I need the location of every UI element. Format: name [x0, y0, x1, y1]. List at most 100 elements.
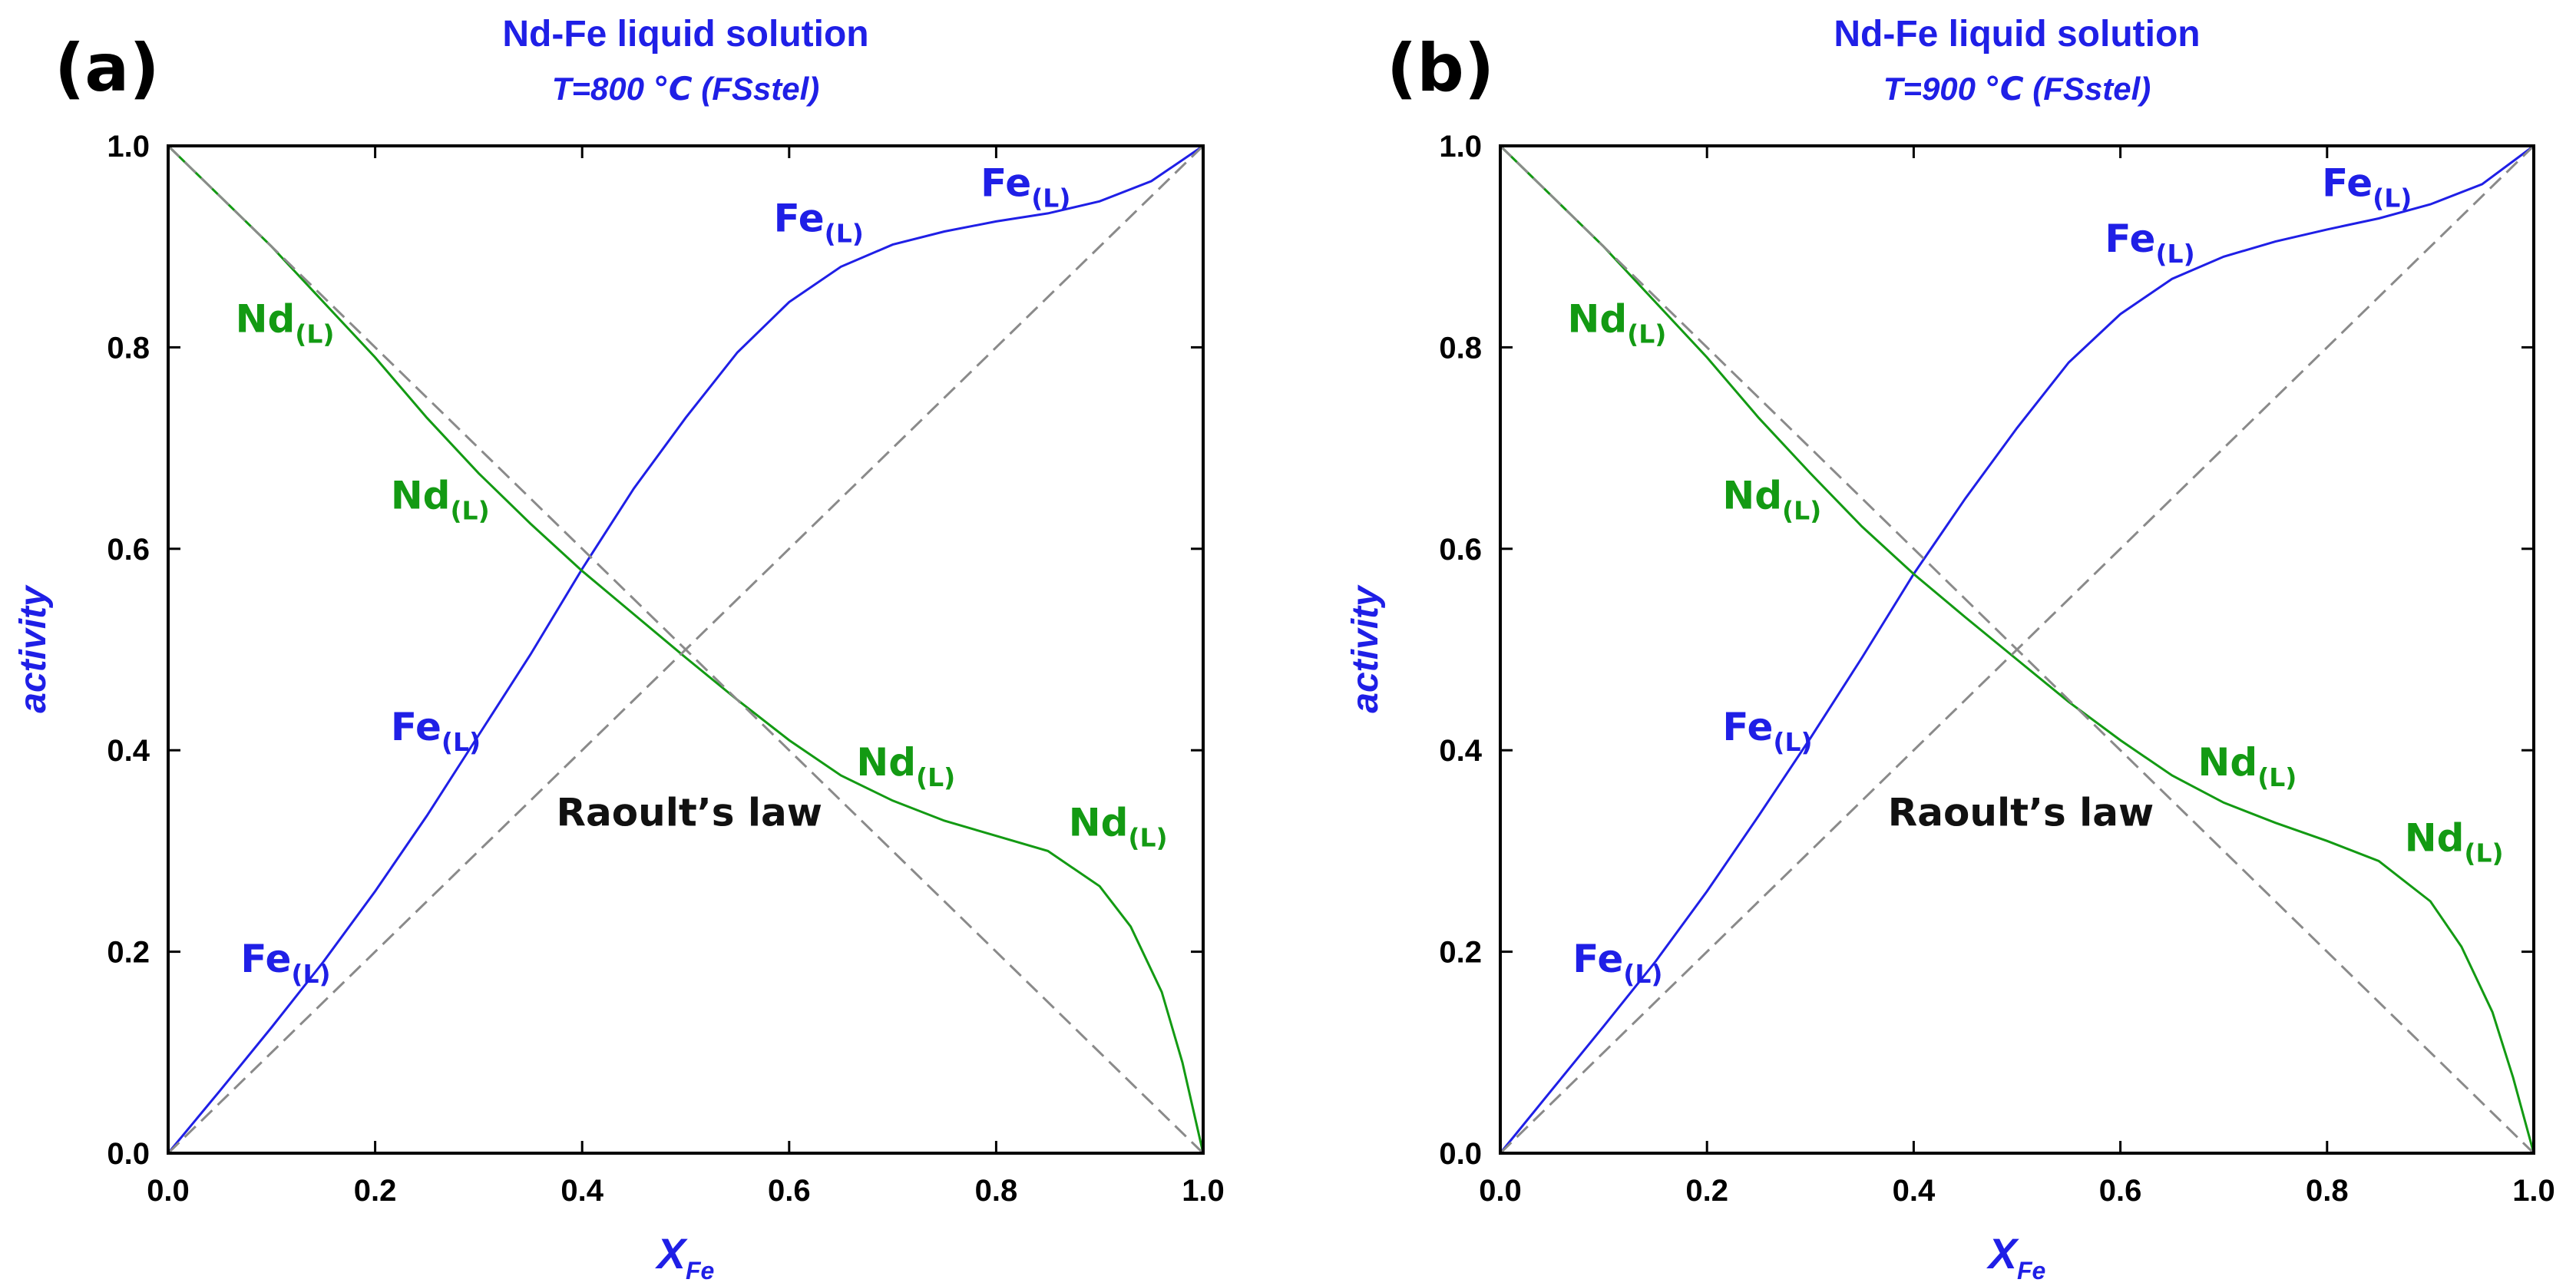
x-tick-label: 1.0: [2512, 1174, 2555, 1208]
raoult-law-label: Raoult’s law: [1888, 791, 2154, 835]
nd-curve-label-sub: (L): [450, 495, 489, 525]
fe-curve-label-main: Fe: [1572, 937, 1623, 981]
nd-curve-label-sub: (L): [1782, 495, 1821, 525]
x-tick-label: 0.2: [1685, 1174, 1728, 1208]
x-axis-label: XFe: [1986, 1229, 2046, 1284]
chart-subtitle: T=900 ℃ (FSstel): [1883, 71, 2151, 107]
raoult-law-label-main: Raoult’s law: [557, 791, 822, 835]
fe-curve-label-sub: (L): [2155, 239, 2194, 269]
nd-curve-label: Nd(L): [1069, 801, 1168, 853]
x-tick-label: 0.0: [1479, 1174, 1522, 1208]
nd-curve-label-main: Nd: [2198, 740, 2258, 785]
x-tick-label: 0.8: [975, 1174, 1018, 1208]
y-tick-label: 1.0: [107, 130, 150, 164]
fe-curve-label: Fe(L): [774, 197, 864, 249]
fe-curve-label-main: Fe: [774, 197, 825, 241]
y-tick-label: 0.8: [1439, 331, 1482, 365]
raoult-line-nd: [1499, 144, 2535, 1155]
x-tick-label: 0.4: [1893, 1174, 1936, 1208]
x-tick-label: 0.0: [147, 1174, 190, 1208]
fe-curve-label-sub: (L): [291, 959, 330, 989]
x-tick-label: 0.6: [768, 1174, 811, 1208]
fe-curve-label: Fe(L): [240, 937, 330, 989]
fe-curve-label-sub: (L): [2373, 183, 2412, 213]
y-tick-label: 0.8: [107, 331, 150, 365]
x-axis-label: XFe: [655, 1229, 715, 1284]
nd-curve-label: Nd(L): [856, 740, 955, 792]
nd-curve-label-main: Nd: [1069, 801, 1129, 845]
chart-title: Nd-Fe liquid solution: [1834, 14, 2200, 55]
fe-curve-label: Fe(L): [980, 161, 1070, 213]
panel-a: (a) Nd-Fe liquid solution T=800 ℃ (FSstel)…: [13, 14, 1225, 1284]
nd-activity-curve: [1499, 144, 2535, 1154]
fe-curve-label-sub: (L): [1031, 183, 1070, 213]
y-tick-label: 0.2: [1439, 936, 1482, 970]
nd-curve-label-main: Nd: [391, 473, 451, 517]
nd-curve-label: Nd(L): [1567, 297, 1666, 349]
x-axis-label-main: X: [1986, 1229, 2020, 1278]
y-axis-label: activity: [1345, 584, 1386, 713]
nd-curve-label-main: Nd: [1722, 473, 1782, 517]
fe-curve-label-main: Fe: [2322, 161, 2373, 206]
fe-curve-label-sub: (L): [1773, 727, 1812, 757]
plot-frame: [1499, 144, 2535, 1155]
fe-curve-label-sub: (L): [1623, 959, 1662, 989]
x-axis-label-sub: Fe: [2017, 1257, 2045, 1284]
y-tick-label: 0.4: [107, 734, 150, 768]
chart-title: Nd-Fe liquid solution: [502, 14, 868, 55]
plot-frame: [167, 144, 1205, 1155]
nd-curve-label-sub: (L): [295, 319, 334, 349]
fe-activity-curve: [1499, 144, 2535, 1154]
fe-curve-label-main: Fe: [980, 161, 1031, 206]
panel-label: (b): [1387, 30, 1494, 107]
nd-curve-label-main: Nd: [2405, 815, 2465, 860]
nd-curve-label-sub: (L): [2464, 838, 2503, 868]
nd-curve-label-sub: (L): [1128, 823, 1167, 853]
fe-curve-label-main: Fe: [240, 937, 291, 981]
nd-curve-label-main: Nd: [856, 740, 916, 785]
y-tick-label: 0.6: [107, 533, 150, 567]
fe-curve-label-sub: (L): [825, 219, 864, 249]
x-tick-label: 0.8: [2306, 1174, 2349, 1208]
y-tick-label: 0.0: [107, 1137, 150, 1171]
y-tick-label: 0.2: [107, 936, 150, 970]
nd-curve-label: Nd(L): [236, 297, 335, 349]
fe-curve-label-sub: (L): [441, 727, 481, 757]
nd-curve-label: Nd(L): [1722, 473, 1821, 525]
y-tick-label: 1.0: [1439, 130, 1482, 164]
raoult-law-label-main: Raoult’s law: [1888, 791, 2154, 835]
fe-curve-label-main: Fe: [391, 705, 441, 749]
nd-curve-label: Nd(L): [2405, 815, 2504, 868]
x-axis-label-main: X: [655, 1229, 689, 1278]
panel-b: (b) Nd-Fe liquid solution T=900 ℃ (FSstel)…: [1345, 14, 2555, 1284]
y-tick-label: 0.4: [1439, 734, 1482, 768]
y-tick-label: 0.6: [1439, 533, 1482, 567]
panel-label: (a): [55, 30, 160, 107]
fe-curve-label-main: Fe: [2105, 217, 2155, 261]
nd-curve-label: Nd(L): [2198, 740, 2297, 792]
y-tick-label: 0.0: [1439, 1137, 1482, 1171]
chart-subtitle: T=800 ℃ (FSstel): [552, 71, 819, 107]
nd-curve-label-main: Nd: [1567, 297, 1627, 342]
fe-curve-label: Fe(L): [391, 705, 481, 757]
nd-curve-label-sub: (L): [916, 762, 955, 792]
x-tick-label: 0.2: [354, 1174, 397, 1208]
nd-curve-label-sub: (L): [2257, 762, 2297, 792]
fe-curve-label: Fe(L): [1722, 705, 1812, 757]
fe-curve-label: Fe(L): [2105, 217, 2194, 269]
raoult-law-label: Raoult’s law: [557, 791, 822, 835]
fe-activity-curve: [167, 144, 1204, 1154]
nd-curve-label-main: Nd: [236, 297, 296, 342]
fe-curve-label-main: Fe: [1722, 705, 1773, 749]
fe-curve-label: Fe(L): [2322, 161, 2412, 213]
nd-curve-label: Nd(L): [391, 473, 490, 525]
x-tick-label: 1.0: [1182, 1174, 1225, 1208]
raoult-line-nd: [167, 144, 1205, 1155]
x-axis-label-sub: Fe: [686, 1257, 714, 1284]
x-tick-label: 0.4: [561, 1174, 603, 1208]
x-tick-label: 0.6: [2099, 1174, 2142, 1208]
nd-curve-label-sub: (L): [1627, 319, 1666, 349]
y-axis-label: activity: [13, 584, 54, 713]
fe-curve-label: Fe(L): [1572, 937, 1662, 989]
